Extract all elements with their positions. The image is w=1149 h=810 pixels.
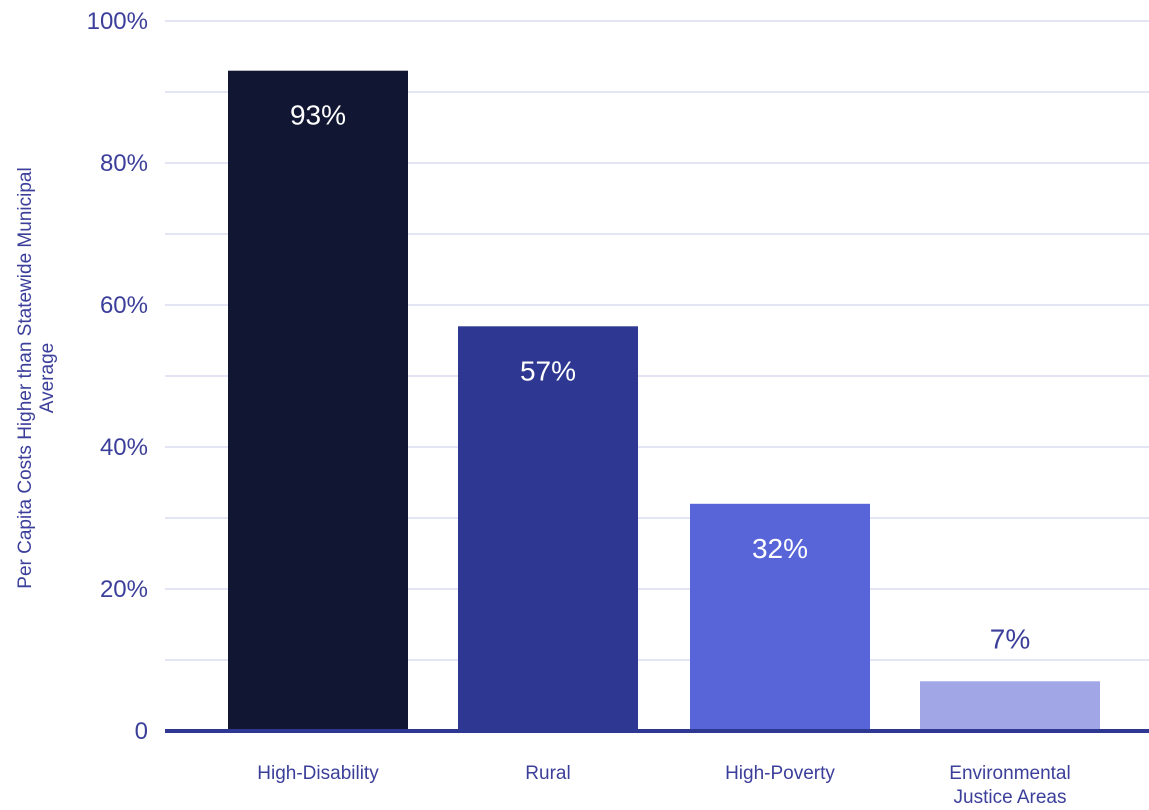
bar-data-label: 32%	[752, 533, 808, 564]
bar-data-label: 93%	[290, 100, 346, 131]
y-tick-label: 0	[135, 718, 148, 745]
x-category-label: High-Poverty	[725, 763, 835, 784]
y-tick-label: 20%	[100, 576, 148, 603]
x-category-label: Environmental Justice Areas	[949, 763, 1070, 808]
x-category-label: Rural	[525, 763, 570, 784]
y-tick-label: 60%	[100, 292, 148, 319]
bar-data-label: 7%	[990, 623, 1030, 654]
bar	[920, 681, 1100, 731]
bar	[228, 70, 408, 731]
x-category-label: High-Disability	[257, 763, 379, 784]
bar	[458, 326, 638, 731]
y-tick-label: 100%	[87, 8, 148, 35]
bar-data-label: 57%	[520, 355, 576, 386]
y-tick-label: 40%	[100, 434, 148, 461]
bar	[690, 503, 870, 731]
y-tick-label: 80%	[100, 150, 148, 177]
